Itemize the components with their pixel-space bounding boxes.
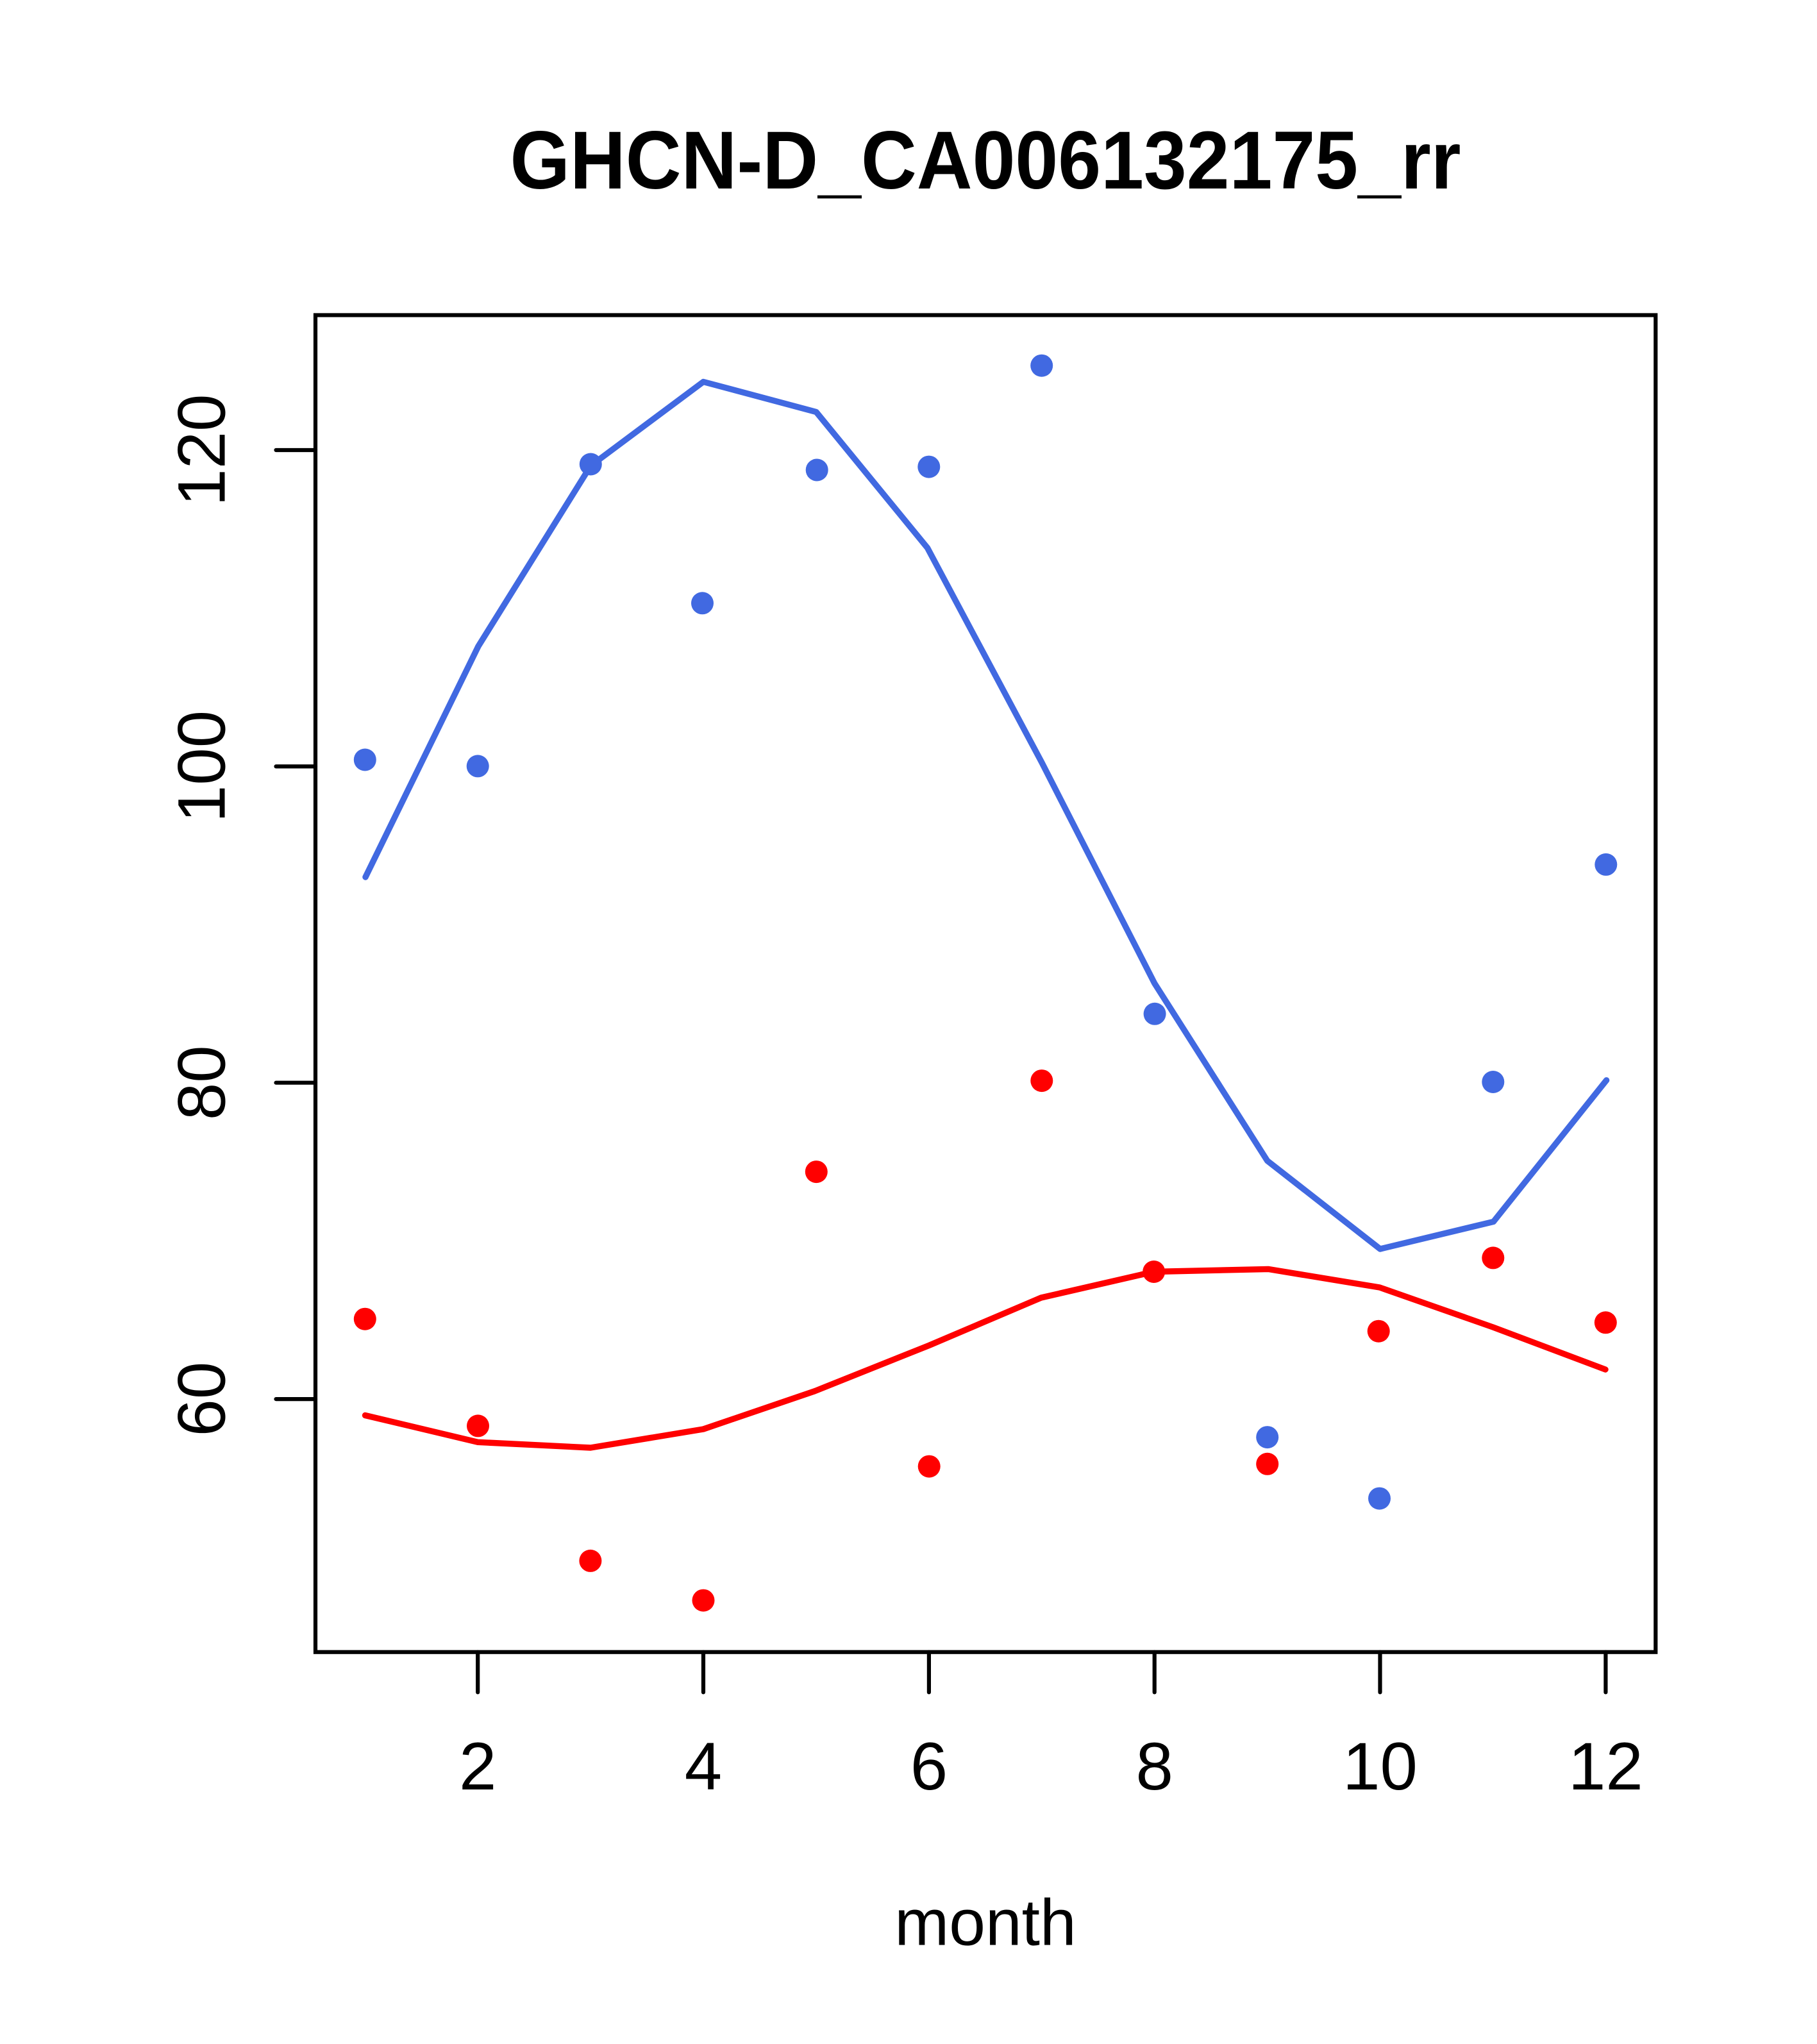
svg-text:month: month xyxy=(894,1886,1076,1959)
svg-text:60: 60 xyxy=(165,1362,240,1437)
svg-text:120: 120 xyxy=(165,394,240,506)
svg-text:10: 10 xyxy=(1343,1729,1418,1804)
svg-text:100: 100 xyxy=(165,710,240,823)
svg-text:8: 8 xyxy=(1135,1729,1173,1804)
svg-text:6: 6 xyxy=(910,1729,948,1804)
svg-text:GHCN-D_CA006132175_rr: GHCN-D_CA006132175_rr xyxy=(510,115,1461,206)
svg-text:80: 80 xyxy=(165,1045,240,1120)
svg-text:12: 12 xyxy=(1568,1729,1643,1804)
svg-text:4: 4 xyxy=(685,1729,722,1804)
svg-text:2: 2 xyxy=(459,1729,496,1804)
